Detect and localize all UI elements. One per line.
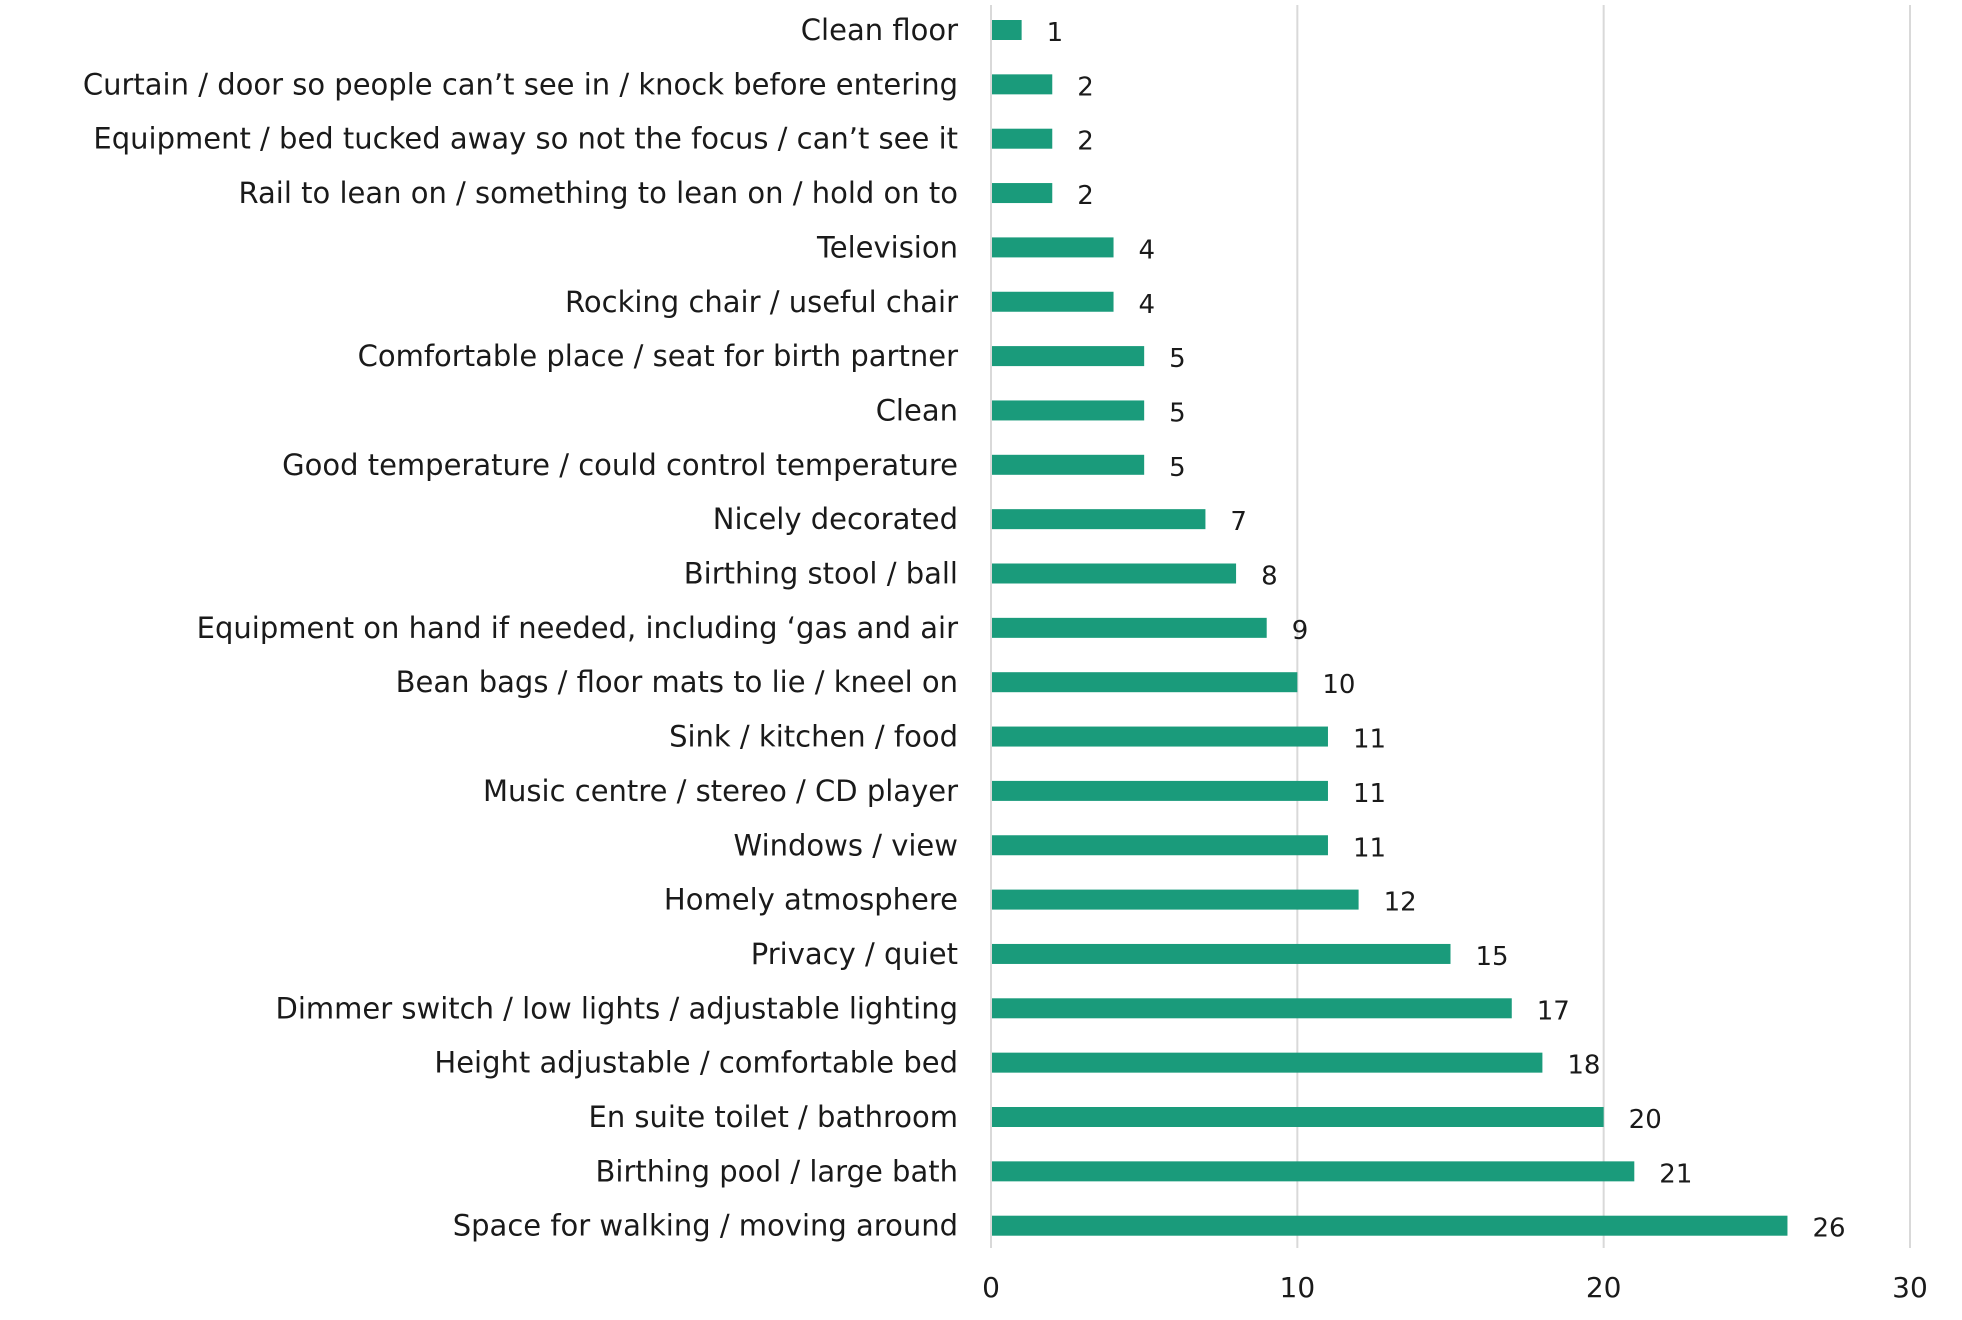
bars bbox=[991, 20, 1788, 1236]
value-label: 2 bbox=[1077, 127, 1094, 157]
value-label: 15 bbox=[1476, 942, 1509, 972]
value-label: 1 bbox=[1047, 18, 1064, 48]
bar bbox=[991, 780, 1328, 801]
value-label: 17 bbox=[1537, 996, 1570, 1026]
value-label: 20 bbox=[1629, 1105, 1662, 1135]
value-label: 11 bbox=[1353, 725, 1386, 755]
bar bbox=[991, 20, 1022, 40]
x-axis-ticks: 0 10 20 30 bbox=[982, 1271, 1928, 1304]
category-label: Windows / view bbox=[734, 828, 958, 862]
category-label: Music centre / stereo / CD player bbox=[483, 774, 958, 808]
value-label: 2 bbox=[1077, 72, 1094, 102]
category-label: Nicely decorated bbox=[713, 502, 958, 536]
value-label: 8 bbox=[1261, 562, 1278, 592]
bar bbox=[991, 128, 1053, 149]
bar bbox=[991, 726, 1328, 747]
bar bbox=[991, 943, 1451, 964]
value-label: 5 bbox=[1169, 453, 1186, 483]
category-label: Curtain / door so people can’t see in / … bbox=[83, 67, 958, 101]
x-tick-label: 10 bbox=[1280, 1271, 1316, 1304]
bar bbox=[991, 835, 1328, 856]
category-label: Rocking chair / useful chair bbox=[565, 285, 958, 319]
bar bbox=[991, 1052, 1543, 1073]
value-label: 4 bbox=[1139, 235, 1156, 265]
bar bbox=[991, 237, 1114, 258]
bar bbox=[991, 889, 1359, 910]
bar bbox=[991, 74, 1053, 95]
category-label: Birthing pool / large bath bbox=[596, 1154, 959, 1188]
bar bbox=[991, 998, 1512, 1019]
category-label: Good temperature / could control tempera… bbox=[282, 448, 958, 482]
x-tick-label: 20 bbox=[1586, 1271, 1622, 1304]
value-label: 11 bbox=[1353, 833, 1386, 863]
category-label: Birthing stool / ball bbox=[684, 557, 958, 591]
value-label: 18 bbox=[1567, 1051, 1600, 1081]
value-label: 9 bbox=[1292, 616, 1309, 646]
bar bbox=[991, 563, 1237, 584]
category-label: Sink / kitchen / food bbox=[669, 720, 958, 754]
value-label: 10 bbox=[1322, 670, 1355, 700]
category-label: Homely atmosphere bbox=[664, 883, 958, 917]
bar bbox=[991, 617, 1267, 638]
gridlines bbox=[1296, 5, 1911, 1248]
value-label: 5 bbox=[1169, 398, 1186, 428]
category-label: Equipment / bed tucked away so not the f… bbox=[93, 122, 958, 156]
category-labels: Clean floor Curtain / door so people can’… bbox=[83, 13, 958, 1243]
category-label: Height adjustable / comfortable bed bbox=[434, 1046, 958, 1080]
value-label: 2 bbox=[1077, 181, 1094, 211]
category-label: Dimmer switch / low lights / adjustable … bbox=[276, 991, 959, 1025]
value-label: 12 bbox=[1384, 888, 1417, 918]
bar bbox=[991, 183, 1053, 204]
value-label: 26 bbox=[1812, 1214, 1845, 1244]
bar bbox=[991, 672, 1298, 693]
value-label: 4 bbox=[1139, 290, 1156, 320]
category-label: Privacy / quiet bbox=[751, 937, 958, 971]
value-label: 21 bbox=[1659, 1159, 1692, 1189]
value-label: 11 bbox=[1353, 779, 1386, 809]
category-label: En suite toilet / bathroom bbox=[589, 1100, 959, 1134]
category-label: Clean floor bbox=[801, 13, 958, 47]
bar bbox=[991, 400, 1145, 421]
category-label: Comfortable place / seat for birth partn… bbox=[358, 339, 958, 373]
bar bbox=[991, 291, 1114, 312]
bar bbox=[991, 1107, 1604, 1127]
bar bbox=[991, 454, 1145, 475]
bar bbox=[991, 1215, 1788, 1236]
category-label: Equipment on hand if needed, including ‘… bbox=[197, 611, 958, 645]
value-label: 7 bbox=[1230, 507, 1247, 537]
bar bbox=[991, 509, 1206, 530]
category-label: Rail to lean on / something to lean on /… bbox=[239, 176, 959, 210]
bar bbox=[991, 1161, 1635, 1182]
x-tick-label: 30 bbox=[1892, 1271, 1928, 1304]
category-label: Space for walking / moving around bbox=[453, 1209, 958, 1243]
bar bbox=[991, 346, 1145, 367]
x-tick-label: 0 bbox=[982, 1271, 1000, 1304]
category-label: Bean bags / floor mats to lie / kneel on bbox=[396, 665, 958, 699]
value-label: 5 bbox=[1169, 344, 1186, 374]
category-label: Clean bbox=[876, 393, 958, 427]
category-label: Television bbox=[816, 230, 958, 264]
